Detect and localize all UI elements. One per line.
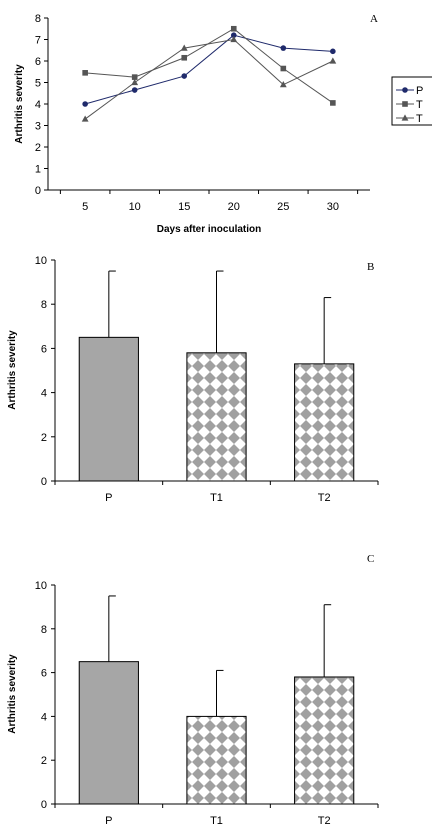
y-tick-label: 10 [35,580,47,592]
panel-label-a: A [370,13,378,25]
data-point [280,65,287,72]
data-point [181,54,188,61]
series-line-1 [82,32,336,107]
x-tick-label: T1 [210,492,223,504]
panel-label-b: B [367,261,374,273]
y-tick-label: 2 [41,432,47,444]
legend-entry: P [396,85,423,97]
y-tick-label: 8 [41,299,47,311]
bar-p [78,336,139,482]
data-point [402,87,408,93]
chart-a-y-axis-title: Arthritis severity [14,64,25,144]
data-point [330,100,336,106]
bar-t2 [294,363,355,482]
chart-a: A 0 1 2 3 4 5 6 7 8 5 10 15 20 25 30 Arthritis severi… [14,13,432,235]
x-tick-label: 25 [277,201,289,213]
series-path [84,38,334,120]
data-point [131,78,139,86]
legend-label: T [416,99,423,111]
y-tick-label: 4 [35,99,41,111]
y-tick-label: 7 [35,35,41,47]
bar-t1 [186,715,247,805]
x-tick-label: 15 [178,201,190,213]
data-point [280,45,287,51]
x-tick-label: 30 [327,201,339,213]
data-point [230,35,238,43]
series-path [85,34,333,105]
y-tick-label: 0 [35,185,41,197]
x-tick-label: T1 [210,815,223,827]
data-point [82,70,88,76]
legend-entry: T [396,99,423,111]
legend-label: T [416,113,423,125]
bar-t2 [294,676,355,805]
data-point [81,115,89,122]
data-point [330,48,336,55]
panel-label-c: C [367,553,374,565]
data-point [279,81,287,88]
y-tick-label: 6 [41,668,47,680]
x-tick-label: 5 [82,201,88,213]
y-tick-label: 0 [41,799,47,811]
x-tick-label: T2 [318,492,331,504]
series-line-3 [81,35,337,122]
y-tick-label: 2 [41,755,47,767]
series-path [85,28,334,104]
y-tick-label: 8 [41,624,47,636]
y-tick-label: 10 [35,255,47,267]
y-tick-label: 4 [41,388,47,400]
x-tick-label: 10 [129,201,141,213]
legend-label: P [416,85,423,97]
data-point [180,44,188,51]
y-tick-label: 0 [41,476,47,488]
chart-a-x-axis-title: Days after inoculation [157,224,261,235]
data-point [401,114,409,121]
chart-b-y-axis-title: Arthritis severity [7,330,18,410]
chart-a-legend: PTT [391,76,432,126]
data-point [230,32,237,38]
x-tick-label: P [105,815,112,827]
x-tick-label: P [105,492,112,504]
series-line-2 [82,25,336,106]
y-tick-label: 8 [35,13,41,25]
y-tick-label: 5 [35,78,41,90]
y-tick-label: 1 [35,164,41,176]
data-point [131,74,138,80]
bar-t1 [186,352,247,482]
x-tick-label: 20 [228,201,240,213]
chart-c-y-axis-title: Arthritis severity [7,654,18,734]
chart-b: B 0 2 4 6 8 10 P T1 T2 Arthritis severity [7,255,379,504]
chart-c: C 0 2 4 6 8 10 P T1 T2 Arthritis severity [7,553,379,827]
y-tick-label: 3 [35,121,41,133]
y-tick-label: 6 [35,56,41,68]
legend-box [391,76,432,126]
data-point [181,73,188,79]
x-tick-label: T2 [318,815,331,827]
data-point [131,87,138,93]
y-tick-label: 6 [41,343,47,355]
data-point [82,101,88,107]
data-point [230,25,237,32]
data-point [402,101,408,107]
legend-entry: T [396,113,423,125]
bar-p [78,661,139,805]
data-point [329,57,337,64]
y-tick-label: 4 [41,711,47,723]
y-tick-label: 2 [35,142,41,154]
